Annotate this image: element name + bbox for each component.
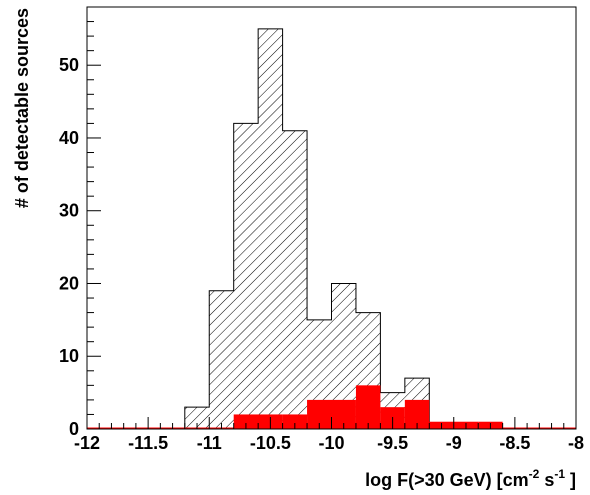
x-tick-label: -10	[318, 433, 344, 453]
x-tick-label: -9.5	[377, 433, 408, 453]
x-axis-title-suffix: ]	[565, 470, 576, 490]
x-axis-title-prefix: log F(>30 GeV) [cm	[365, 470, 529, 490]
filled-bar-1	[282, 414, 308, 429]
hatched-bar-1	[209, 290, 234, 429]
hatched-bar-2	[233, 123, 259, 430]
x-tick-label: -10.5	[250, 433, 291, 453]
y-axis-title: # of detectable sources	[12, 8, 32, 208]
hatched-bar-0	[184, 407, 210, 429]
filled-bar-3	[355, 385, 381, 429]
tick-labels-layer: -12 -11.5 -11 -10.5 -10 -9.5 -9 -8.5 -8 0 10 20 30 40…	[59, 55, 584, 453]
series-hatched	[184, 28, 430, 430]
hatched-bar-3	[258, 28, 283, 430]
x-tick-label: -11	[197, 433, 222, 453]
ticks-layer	[86, 6, 577, 430]
hatched-histogram-outline	[184, 28, 430, 429]
y-tick-label: 0	[69, 419, 79, 439]
y-tick-label: 20	[59, 273, 79, 293]
x-tick-label: -12	[74, 433, 100, 453]
x-axis-title-sup-2: -1	[554, 467, 565, 481]
x-tick-label: -11.5	[128, 433, 168, 453]
y-tick-label: 10	[59, 346, 79, 366]
x-tick-label: -8	[568, 433, 584, 453]
y-tick-label: 50	[59, 55, 79, 75]
y-tick-label: 40	[59, 128, 79, 148]
x-tick-label: -8.5	[499, 433, 530, 453]
hatched-bar-4	[282, 130, 308, 430]
x-axis-title: log F(>30 GeV) [cm-2 s-1 ]	[365, 467, 576, 490]
bars-layer	[87, 28, 576, 430]
y-tick-label: 30	[59, 201, 79, 221]
x-tick-label: -9	[446, 433, 462, 453]
x-axis-title-middle: s	[539, 470, 554, 490]
x-axis-title-sup-1: -2	[529, 467, 540, 481]
